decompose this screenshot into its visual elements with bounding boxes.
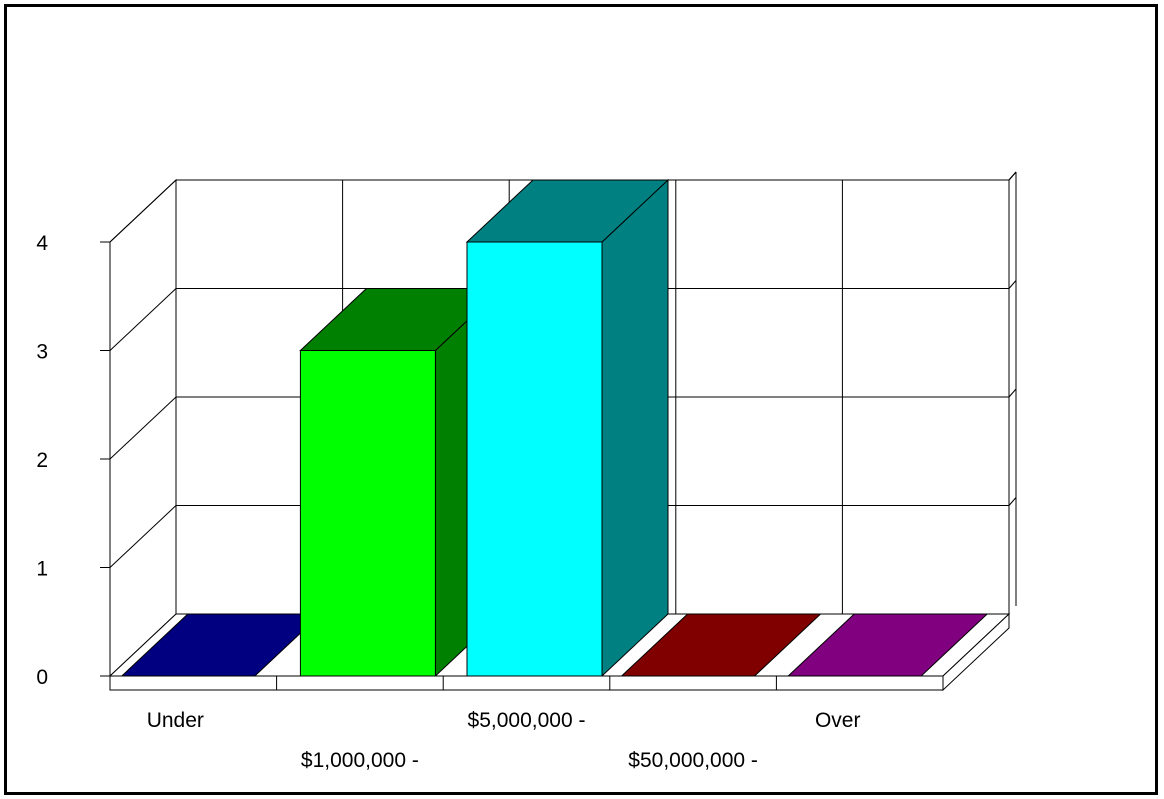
chart-base <box>109 242 1010 692</box>
chart-bars <box>120 178 989 678</box>
x-tick-label: Over <box>815 709 861 732</box>
gridline-diagonal <box>109 179 177 243</box>
x-tick-label: $5,000,000 - <box>468 709 586 732</box>
x-tick-label: Under <box>147 709 204 732</box>
y-tick-label: 3 <box>36 341 48 364</box>
gridline-diagonal <box>109 288 177 351</box>
y-tick-label: 0 <box>36 666 48 689</box>
x-tick-label: $50,000,000 - <box>628 749 758 772</box>
bar <box>299 350 436 677</box>
gridline-diagonal <box>109 396 177 460</box>
gridline-diagonal <box>109 505 177 568</box>
gridline-edge <box>1008 280 1017 289</box>
x-tick-label: $1,000,000 - <box>301 749 419 772</box>
gridline-edge <box>1008 171 1017 181</box>
base-side <box>942 612 1010 692</box>
x-axis-tick-labels: Under $1,000,000 - $5,000,000 - $50,000,000… <box>147 709 861 772</box>
bar <box>466 241 603 677</box>
gridline-edge <box>1008 497 1017 506</box>
base-front <box>109 675 944 691</box>
y-tick-label: 2 <box>36 449 48 472</box>
y-tick-label: 4 <box>36 232 48 255</box>
y-axis-tick-labels: 0 1 2 3 4 <box>36 232 48 689</box>
gridline-edge <box>1008 388 1017 398</box>
bar-side-face <box>601 178 669 678</box>
y-tick-label: 1 <box>36 558 48 581</box>
